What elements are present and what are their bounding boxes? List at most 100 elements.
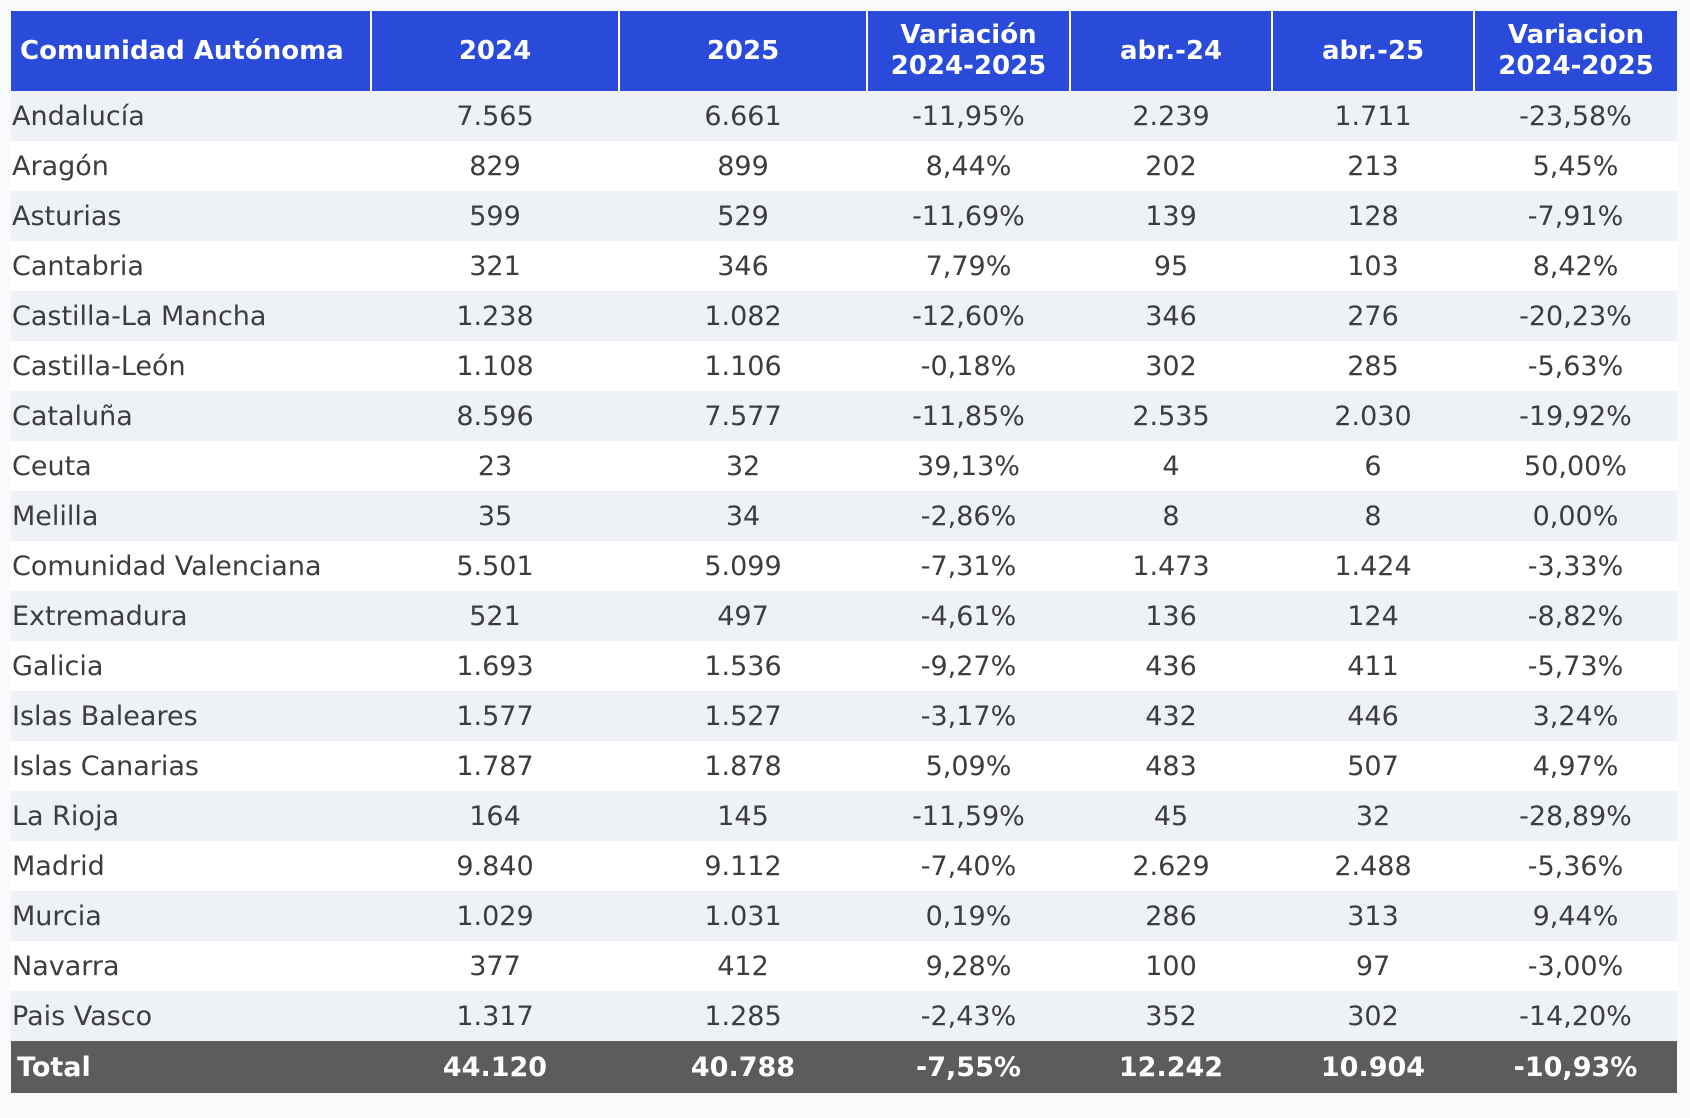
column-header: abr.-25 — [1271, 11, 1474, 91]
total-value: 12.242 — [1070, 1041, 1272, 1093]
column-header: 2024 — [370, 11, 619, 91]
value-cell: -7,31% — [867, 541, 1070, 591]
table-row: Melilla 35 34 -2,86% 8 8 0,00% — [11, 491, 1677, 541]
value-cell: -3,17% — [867, 691, 1070, 741]
value-cell: 124 — [1272, 591, 1474, 641]
value-cell: 2.239 — [1070, 91, 1272, 141]
value-cell: 32 — [1272, 791, 1474, 841]
value-cell: -3,00% — [1474, 941, 1677, 991]
value-cell: 302 — [1070, 341, 1272, 391]
value-cell: 1.711 — [1272, 91, 1474, 141]
total-value: 44.120 — [371, 1041, 619, 1093]
value-cell: 446 — [1272, 691, 1474, 741]
value-cell: 377 — [371, 941, 619, 991]
value-cell: 9,44% — [1474, 891, 1677, 941]
value-cell: 2.030 — [1272, 391, 1474, 441]
value-cell: 145 — [619, 791, 867, 841]
value-cell: 285 — [1272, 341, 1474, 391]
region-cell: Navarra — [11, 941, 371, 991]
region-cell: Andalucía — [11, 91, 371, 141]
value-cell: 1.106 — [619, 341, 867, 391]
value-cell: 0,00% — [1474, 491, 1677, 541]
total-label: Total — [11, 1041, 371, 1093]
value-cell: 7.565 — [371, 91, 619, 141]
table-row: Aragón 829 899 8,44% 202 213 5,45% — [11, 141, 1677, 191]
value-cell: 213 — [1272, 141, 1474, 191]
value-cell: 507 — [1272, 741, 1474, 791]
value-cell: -11,69% — [867, 191, 1070, 241]
value-cell: 1.029 — [371, 891, 619, 941]
table-row: Andalucía 7.565 6.661 -11,95% 2.239 1.711 -23,… — [11, 91, 1677, 141]
value-cell: -7,91% — [1474, 191, 1677, 241]
value-cell: 8,42% — [1474, 241, 1677, 291]
value-cell: 529 — [619, 191, 867, 241]
value-cell: -3,33% — [1474, 541, 1677, 591]
value-cell: 352 — [1070, 991, 1272, 1041]
column-header: abr.-24 — [1069, 11, 1272, 91]
value-cell: 1.031 — [619, 891, 867, 941]
value-cell: -19,92% — [1474, 391, 1677, 441]
value-cell: -4,61% — [867, 591, 1070, 641]
region-cell: Islas Canarias — [11, 741, 371, 791]
table-row: Cataluña 8.596 7.577 -11,85% 2.535 2.030 -19,9… — [11, 391, 1677, 441]
value-cell: 5.099 — [619, 541, 867, 591]
region-cell: Cataluña — [11, 391, 371, 441]
value-cell: 1.424 — [1272, 541, 1474, 591]
region-cell: Islas Baleares — [11, 691, 371, 741]
value-cell: 103 — [1272, 241, 1474, 291]
value-cell: 436 — [1070, 641, 1272, 691]
value-cell: 45 — [1070, 791, 1272, 841]
value-cell: 1.878 — [619, 741, 867, 791]
total-value: 10.904 — [1272, 1041, 1474, 1093]
value-cell: 432 — [1070, 691, 1272, 741]
value-cell: 302 — [1272, 991, 1474, 1041]
table-row: Extremadura 521 497 -4,61% 136 124 -8,82% — [11, 591, 1677, 641]
region-cell: Pais Vasco — [11, 991, 371, 1041]
value-cell: -7,40% — [867, 841, 1070, 891]
value-cell: 23 — [371, 441, 619, 491]
table-row: Murcia 1.029 1.031 0,19% 286 313 9,44% — [11, 891, 1677, 941]
value-cell: -8,82% — [1474, 591, 1677, 641]
value-cell: 1.082 — [619, 291, 867, 341]
value-cell: 128 — [1272, 191, 1474, 241]
value-cell: 829 — [371, 141, 619, 191]
value-cell: 39,13% — [867, 441, 1070, 491]
value-cell: 1.317 — [371, 991, 619, 1041]
value-cell: 164 — [371, 791, 619, 841]
table-row: Navarra 377 412 9,28% 100 97 -3,00% — [11, 941, 1677, 991]
region-cell: Castilla-León — [11, 341, 371, 391]
value-cell: -11,95% — [867, 91, 1070, 141]
value-cell: 9,28% — [867, 941, 1070, 991]
column-header-region: Comunidad Autónoma — [11, 11, 371, 91]
value-cell: 599 — [371, 191, 619, 241]
value-cell: 139 — [1070, 191, 1272, 241]
value-cell: 5,09% — [867, 741, 1070, 791]
value-cell: 35 — [371, 491, 619, 541]
header-row: Comunidad Autónoma 2024 2025 Variación 2024… — [11, 11, 1677, 91]
table-row: Galicia 1.693 1.536 -9,27% 436 411 -5,73% — [11, 641, 1677, 691]
value-cell: 346 — [619, 241, 867, 291]
value-cell: 3,24% — [1474, 691, 1677, 741]
value-cell: 100 — [1070, 941, 1272, 991]
value-cell: 6 — [1272, 441, 1474, 491]
value-cell: 1.577 — [371, 691, 619, 741]
value-cell: 8 — [1272, 491, 1474, 541]
value-cell: 1.108 — [371, 341, 619, 391]
value-cell: 313 — [1272, 891, 1474, 941]
value-cell: -23,58% — [1474, 91, 1677, 141]
value-cell: -14,20% — [1474, 991, 1677, 1041]
table-row: Castilla-La Mancha 1.238 1.082 -12,60% 346 27… — [11, 291, 1677, 341]
column-header: Variacion 2024-2025 — [1473, 11, 1677, 91]
value-cell: 4 — [1070, 441, 1272, 491]
value-cell: 7,79% — [867, 241, 1070, 291]
value-cell: 276 — [1272, 291, 1474, 341]
table-row: Ceuta 23 32 39,13% 4 6 50,00% — [11, 441, 1677, 491]
region-cell: Madrid — [11, 841, 371, 891]
value-cell: 95 — [1070, 241, 1272, 291]
region-cell: Castilla-La Mancha — [11, 291, 371, 341]
table-row: Madrid 9.840 9.112 -7,40% 2.629 2.488 -5,36% — [11, 841, 1677, 891]
value-cell: 483 — [1070, 741, 1272, 791]
value-cell: 411 — [1272, 641, 1474, 691]
value-cell: 321 — [371, 241, 619, 291]
